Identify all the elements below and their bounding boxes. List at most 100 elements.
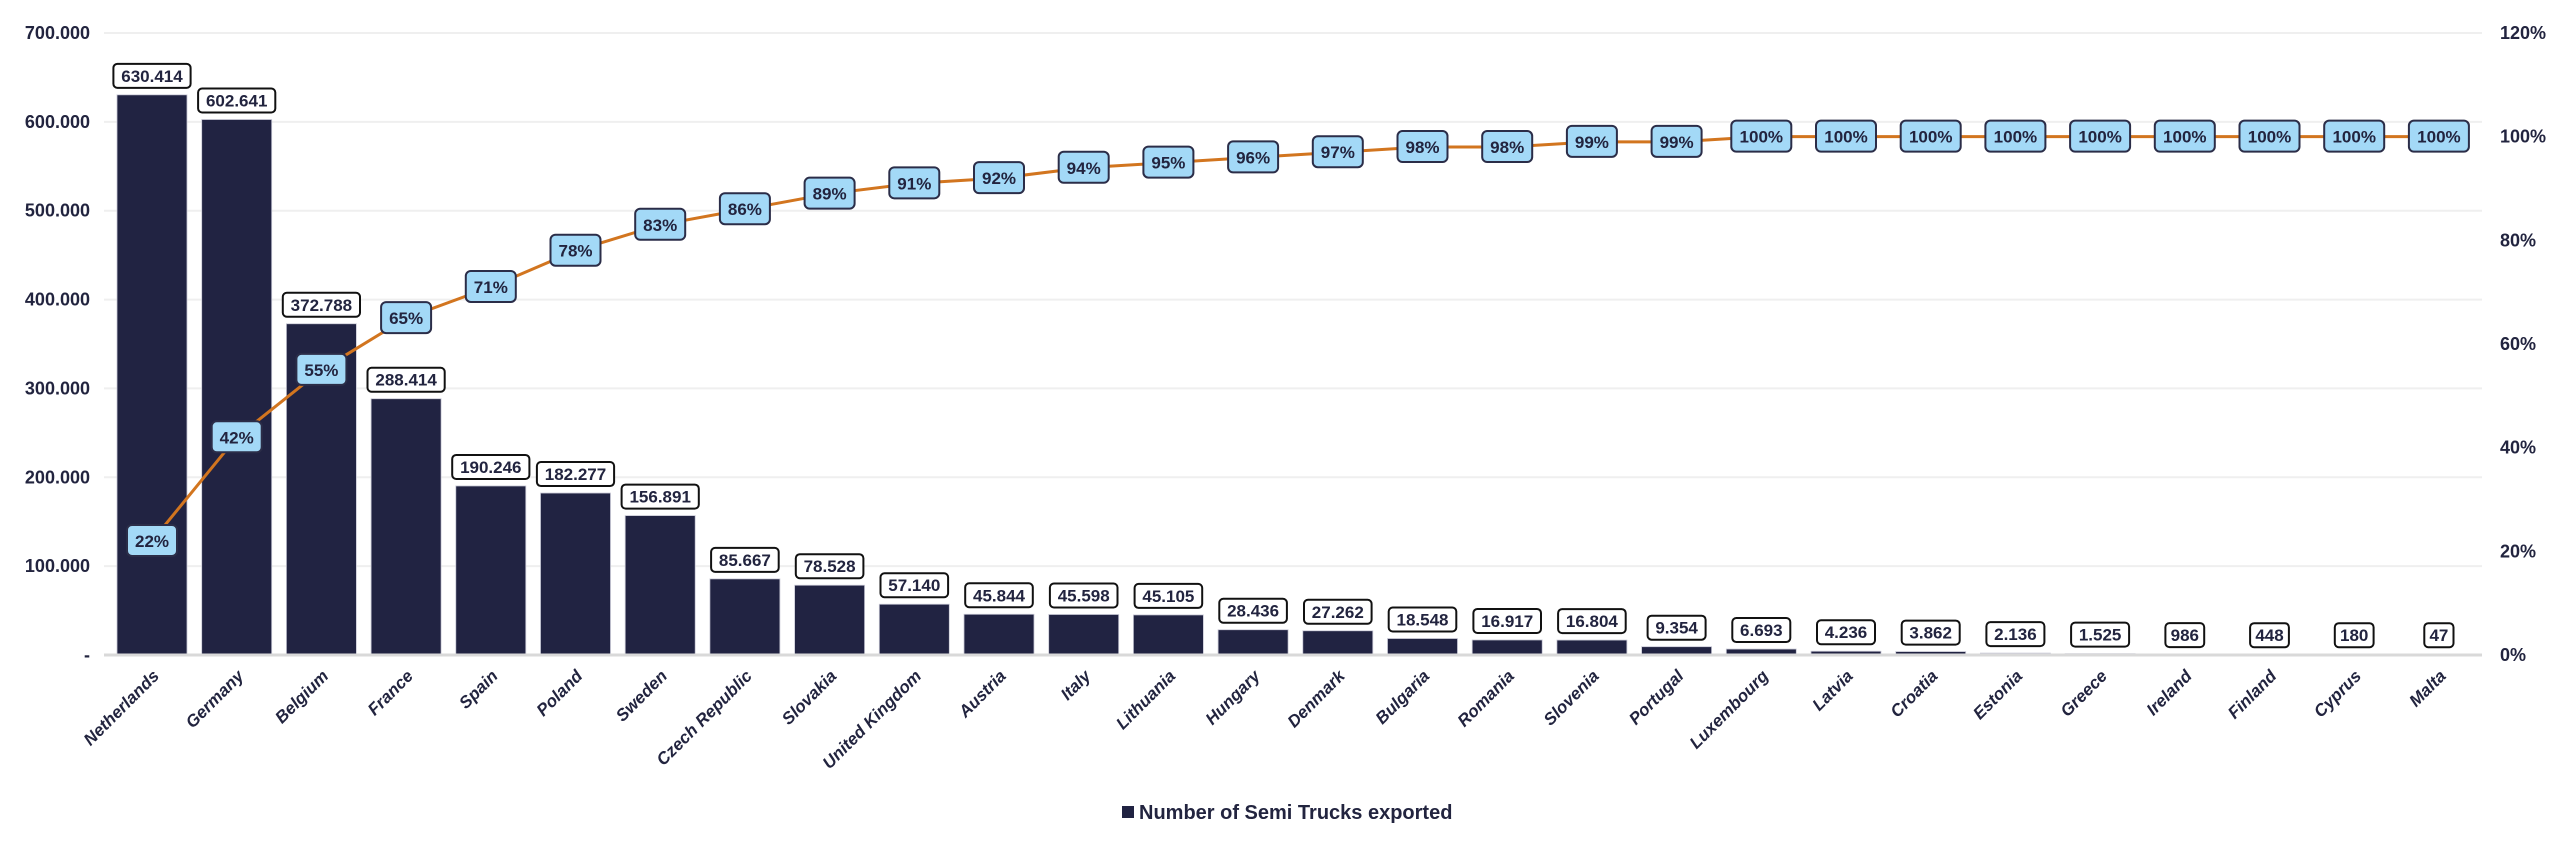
bar[interactable] bbox=[455, 485, 527, 656]
x-axis-labels: Netherlands Germany Belgium France Spain Pola… bbox=[80, 665, 2450, 772]
bar-value-label-box bbox=[1303, 598, 1373, 625]
left-y-tick-label: 700.000 bbox=[25, 23, 90, 43]
bar-value-label-box bbox=[366, 366, 446, 393]
bar-value-label-box bbox=[451, 453, 531, 480]
cumulative-point-label-box[interactable] bbox=[1396, 130, 1449, 164]
bar-value-label-box bbox=[2333, 622, 2375, 649]
cumulative-line-series: 22% 42% 55% 65% 71% 78% 83% 86% 89% 91% 92% 94% 95% 9… bbox=[126, 119, 2470, 557]
bar-value-label: 1.525 bbox=[2079, 626, 2122, 645]
cumulative-point-label-box[interactable] bbox=[1565, 124, 1618, 158]
cumulative-point-label-box[interactable] bbox=[1730, 119, 1793, 153]
cumulative-point-label-box[interactable] bbox=[1815, 119, 1877, 153]
bar-value-label-box bbox=[1472, 607, 1543, 634]
cumulative-point-label: 100% bbox=[2248, 128, 2291, 147]
cumulative-point-label: 55% bbox=[304, 361, 338, 380]
bar[interactable] bbox=[878, 603, 950, 656]
x-axis-label: Ireland bbox=[2143, 666, 2196, 719]
cumulative-point-label-box[interactable] bbox=[1481, 130, 1534, 164]
cumulative-point-label: 99% bbox=[1575, 133, 1609, 152]
x-axis-label: Finland bbox=[2224, 666, 2281, 723]
cumulative-point-label-box[interactable] bbox=[718, 192, 771, 226]
legend-label: Number of Semi Trucks exported bbox=[1139, 802, 1452, 824]
bar-value-label: 6.693 bbox=[1740, 621, 1783, 640]
bar[interactable] bbox=[540, 492, 611, 656]
cumulative-point-label: 95% bbox=[1151, 154, 1185, 173]
bar-value-label: 182.277 bbox=[545, 465, 606, 484]
cumulative-point-label: 78% bbox=[558, 242, 592, 261]
legend[interactable]: Number of Semi Trucks exported bbox=[1122, 802, 1452, 824]
cumulative-point-label-box[interactable] bbox=[126, 523, 178, 557]
cumulative-point-label: 100% bbox=[1824, 128, 1867, 147]
cumulative-point-label: 42% bbox=[220, 428, 254, 447]
bar[interactable] bbox=[1302, 630, 1374, 656]
bar[interactable] bbox=[370, 398, 442, 656]
bar-value-label: 190.246 bbox=[460, 458, 521, 477]
bar[interactable] bbox=[794, 584, 865, 656]
bar-value-label-box bbox=[1557, 608, 1627, 635]
cumulative-point-label-box[interactable] bbox=[380, 301, 433, 335]
x-axis-label: Netherlands bbox=[80, 666, 163, 749]
left-y-tick-label: 100.000 bbox=[25, 556, 90, 576]
bar-value-label-box bbox=[1387, 606, 1458, 633]
cumulative-point-label: 94% bbox=[1067, 159, 1101, 178]
cumulative-point-label-box[interactable] bbox=[1311, 135, 1364, 169]
cumulative-point-label-box[interactable] bbox=[1227, 140, 1280, 174]
cumulative-point-label-box[interactable] bbox=[803, 176, 856, 210]
cumulative-point-label-box[interactable] bbox=[2069, 119, 2132, 153]
left-y-tick-label: - bbox=[84, 645, 90, 665]
x-axis-label: Lithuania bbox=[1112, 666, 1179, 733]
cumulative-point-label: 86% bbox=[728, 200, 762, 219]
left-y-axis: - 100.000 200.000 300.000 400.000 500.000 600.… bbox=[25, 23, 90, 665]
x-axis-label: Estonia bbox=[1969, 666, 2026, 723]
bar[interactable] bbox=[624, 515, 696, 656]
cumulative-line bbox=[150, 135, 2439, 542]
bar[interactable] bbox=[963, 613, 1035, 656]
cumulative-point-label-box[interactable] bbox=[210, 420, 263, 454]
cumulative-point-label-box[interactable] bbox=[2238, 119, 2301, 153]
cumulative-point-label-box[interactable] bbox=[464, 269, 517, 303]
bar-value-label-box bbox=[2164, 622, 2206, 649]
cumulative-point-label-box[interactable] bbox=[1650, 124, 1703, 158]
cumulative-point-label-box[interactable] bbox=[634, 207, 687, 241]
right-y-tick-label: 120% bbox=[2500, 23, 2546, 43]
cumulative-point-label-box[interactable] bbox=[1142, 145, 1195, 179]
bar[interactable] bbox=[1471, 639, 1543, 656]
x-axis-label: Slovakia bbox=[778, 666, 840, 728]
bar-value-label-box bbox=[1646, 614, 1707, 641]
bar-value-label: 16.917 bbox=[1481, 612, 1533, 631]
bar-value-label-box bbox=[1218, 597, 1288, 624]
cumulative-point-label-box[interactable] bbox=[888, 166, 941, 200]
x-axis-label: Croatia bbox=[1887, 666, 1942, 721]
cumulative-point-label: 99% bbox=[1660, 133, 1694, 152]
x-axis-label: Hungary bbox=[1202, 665, 1265, 728]
bar-value-label-box bbox=[2249, 622, 2290, 649]
cumulative-point-label-box[interactable] bbox=[1984, 119, 2047, 153]
cumulative-point-label-box[interactable] bbox=[2407, 119, 2470, 153]
bar[interactable] bbox=[201, 119, 273, 656]
cumulative-point-label-box[interactable] bbox=[973, 161, 1025, 195]
bar[interactable] bbox=[1556, 639, 1628, 656]
bar[interactable] bbox=[1133, 614, 1204, 656]
bar[interactable] bbox=[1048, 614, 1120, 656]
left-y-tick-label: 600.000 bbox=[25, 112, 90, 132]
bar[interactable] bbox=[116, 94, 188, 656]
bar[interactable] bbox=[1217, 629, 1289, 656]
x-axis-label: Greece bbox=[2057, 666, 2111, 720]
cumulative-point-label-box[interactable] bbox=[1899, 119, 1962, 153]
bar-value-label-box bbox=[879, 572, 950, 599]
bar-value-label: 2.136 bbox=[1994, 625, 2037, 644]
bar-value-label: 57.140 bbox=[888, 576, 940, 595]
cumulative-point-label-box[interactable] bbox=[549, 233, 602, 267]
cumulative-point-label: 100% bbox=[2078, 128, 2121, 147]
bar[interactable] bbox=[1387, 638, 1458, 656]
x-axis-label: Poland bbox=[533, 666, 587, 720]
cumulative-point-label: 71% bbox=[474, 278, 508, 297]
x-axis-label: Romania bbox=[1454, 666, 1518, 730]
cumulative-point-label-box[interactable] bbox=[2323, 119, 2386, 153]
cumulative-point-label-box[interactable] bbox=[295, 352, 348, 386]
bar-value-label: 288.414 bbox=[375, 371, 437, 390]
bar[interactable] bbox=[709, 578, 781, 656]
x-axis-label: Spain bbox=[455, 666, 501, 712]
cumulative-point-label-box[interactable] bbox=[1057, 150, 1110, 184]
cumulative-point-label-box[interactable] bbox=[2153, 119, 2216, 153]
